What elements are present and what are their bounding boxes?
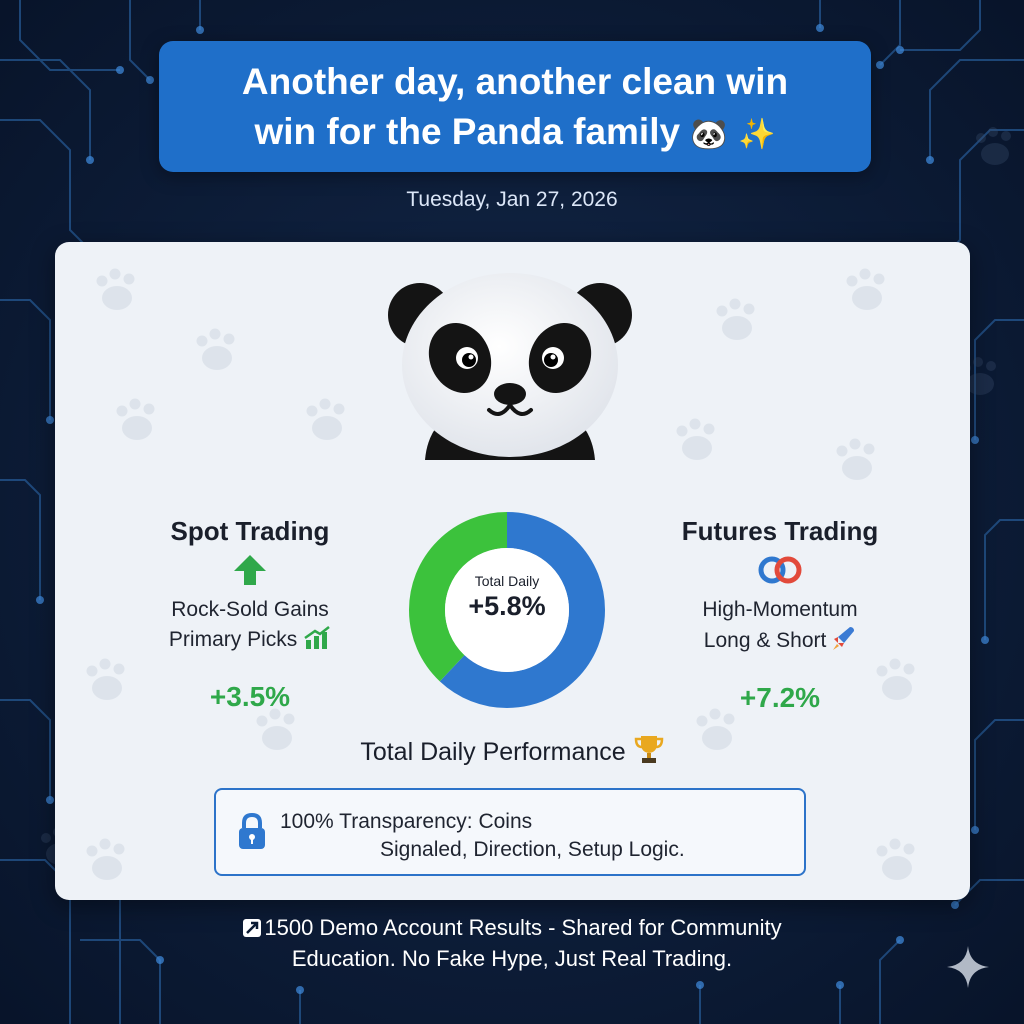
spot-line-2: Primary Picks bbox=[168, 628, 298, 651]
panda-mascot-icon bbox=[388, 273, 632, 460]
spot-trading-title: Spot Trading bbox=[170, 516, 330, 546]
footer-line-2: Education. No Fake Hype, Just Real Tradi… bbox=[291, 946, 733, 971]
spot-line-1: Rock-Sold Gains bbox=[171, 598, 329, 621]
donut-total-value: +5.8% bbox=[468, 591, 546, 621]
panda-sparkle-emoji-icon: 🐼 ✨ bbox=[690, 117, 776, 152]
total-daily-donut-chart bbox=[409, 512, 605, 708]
futures-trading-panel: Futures Trading High-Momentum Long & Sho… bbox=[630, 516, 930, 714]
paw-print-pattern bbox=[86, 268, 915, 880]
total-performance-text: Total Daily Performance bbox=[360, 738, 626, 766]
futures-line-2-row: Long & Short bbox=[630, 625, 930, 656]
donut-caption: Total Daily bbox=[474, 573, 540, 589]
transparency-line-2: Signaled, Direction, Setup Logic. bbox=[380, 838, 685, 861]
results-card: Spot Trading Rock-Sold Gains Primary Pic… bbox=[55, 242, 970, 900]
spot-trading-panel: Spot Trading Rock-Sold Gains Primary Pic… bbox=[100, 516, 400, 713]
linked-rings-icon bbox=[758, 556, 802, 584]
spot-line-2-row: Primary Picks bbox=[100, 625, 400, 655]
headline-line-2-text: win for the Panda family bbox=[254, 111, 681, 152]
rocket-icon bbox=[833, 627, 855, 650]
footer-line-1: 1500 Demo Account Results - Shared for C… bbox=[264, 915, 782, 940]
footer-disclaimer: 1500 Demo Account Results - Shared for C… bbox=[150, 912, 874, 974]
donut-segment-green bbox=[409, 512, 605, 708]
headline-line-2: win for the Panda family 🐼 ✨ bbox=[159, 107, 871, 160]
footer-line-1-row: 1500 Demo Account Results - Shared for C… bbox=[150, 912, 874, 943]
share-link-icon bbox=[243, 919, 262, 937]
donut-center-label: Total Daily +5.8% bbox=[457, 573, 557, 622]
trophy-icon bbox=[634, 736, 663, 763]
green-up-arrow-icon bbox=[234, 555, 266, 585]
headline-banner: Another day, another clean win win for t… bbox=[159, 41, 871, 172]
donut-hole bbox=[445, 548, 569, 672]
futures-line-2: Long & Short bbox=[703, 629, 827, 652]
transparency-text: 100% Transparency: Coins Signaled, Direc… bbox=[280, 808, 780, 864]
headline-line-1: Another day, another clean win bbox=[241, 61, 789, 102]
transparency-notice: 100% Transparency: Coins Signaled, Direc… bbox=[214, 788, 806, 876]
report-date: Tuesday, Jan 27, 2026 bbox=[406, 188, 618, 211]
spot-percent-value: +3.5% bbox=[209, 681, 291, 712]
sparkle-star-icon bbox=[947, 946, 989, 988]
futures-percent-value: +7.2% bbox=[739, 682, 821, 713]
chart-increasing-icon bbox=[304, 626, 330, 649]
futures-line-1: High-Momentum bbox=[702, 598, 858, 621]
lock-icon bbox=[239, 812, 265, 849]
futures-trading-title: Futures Trading bbox=[681, 516, 879, 546]
total-daily-performance-label: Total Daily Performance bbox=[55, 734, 970, 767]
transparency-line-1: 100% Transparency: Coins bbox=[280, 810, 533, 833]
